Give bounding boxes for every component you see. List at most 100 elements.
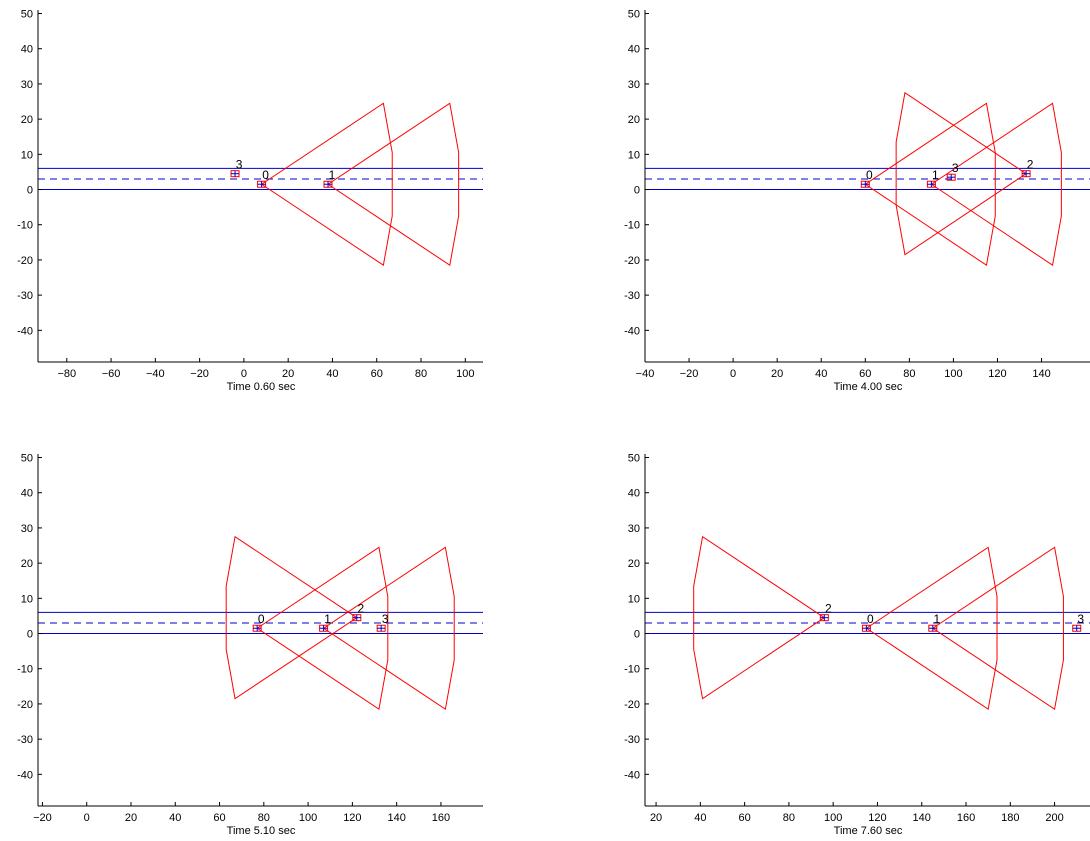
vehicle-marker: [861, 624, 871, 632]
x-axis-label: Time 5.10 sec: [227, 825, 296, 837]
y-tick-label: 20: [628, 114, 640, 126]
x-tick-label: 160: [957, 812, 975, 824]
y-tick-label: -30: [624, 734, 640, 746]
x-tick-label: −40: [146, 368, 165, 380]
vehicle-marker: [946, 173, 956, 181]
x-tick-label: −20: [33, 812, 52, 824]
vehicle-label: 3: [236, 158, 243, 172]
x-tick-label: 80: [903, 368, 915, 380]
vehicle-marker: [319, 624, 329, 632]
y-tick-label: 0: [27, 185, 33, 197]
plot-area: [645, 91, 1090, 267]
vehicle-label: 1: [329, 168, 336, 182]
vehicle-marker: [1021, 170, 1031, 178]
vehicle-marker: [926, 180, 936, 188]
y-tick-label: 50: [628, 453, 640, 465]
sensor-cone: [931, 102, 1062, 267]
vehicle-label: 3: [1077, 612, 1084, 626]
x-tick-label: 100: [824, 812, 842, 824]
sensor-cone: [895, 91, 1027, 256]
x-tick-label: −40: [636, 368, 655, 380]
y-tick-label: -20: [17, 255, 33, 267]
y-tick-label: -10: [624, 220, 640, 232]
vehicle-label: 0: [262, 168, 269, 182]
x-tick-label: 40: [694, 812, 706, 824]
x-tick-label: 100: [456, 368, 474, 380]
vehicle-label: 0: [867, 612, 874, 626]
vehicle-label: 2: [357, 602, 364, 616]
vehicle-marker: [252, 624, 262, 632]
y-tick-label: -10: [17, 220, 33, 232]
vehicle-label: 3: [952, 161, 959, 175]
y-tick-label: -40: [624, 325, 640, 337]
subplot-bottom-left: 0 1 2 3 -40 -30 -20 -10 0 10 20 30 40 50 −20 0 20 40 60 80 1…: [17, 453, 483, 837]
vehicle-label: 2: [825, 602, 832, 616]
x-tick-label: 120: [343, 812, 361, 824]
x-tick-label: 140: [1032, 368, 1050, 380]
y-tick-label: 30: [628, 523, 640, 535]
y-tick-label: 10: [628, 149, 640, 161]
sensor-cone: [932, 546, 1064, 711]
y-tick-label: -40: [17, 325, 33, 337]
y-tick-label: -10: [17, 664, 33, 676]
x-tick-label: 80: [258, 812, 270, 824]
x-axis-label: Time 7.60 sec: [834, 825, 903, 837]
x-tick-label: −80: [57, 368, 76, 380]
y-tick-label: 50: [21, 453, 33, 465]
x-tick-label: 60: [739, 812, 751, 824]
y-tick-label: 20: [21, 114, 33, 126]
x-tick-label: 160: [432, 812, 450, 824]
x-tick-label: 100: [944, 368, 962, 380]
x-tick-label: 60: [859, 368, 871, 380]
x-tick-label: 20: [650, 812, 662, 824]
vehicle-marker: [230, 170, 240, 178]
y-tick-label: 10: [628, 593, 640, 605]
y-tick-label: 10: [21, 593, 33, 605]
x-tick-label: 120: [988, 368, 1006, 380]
y-tick-label: -30: [17, 734, 33, 746]
x-tick-label: 140: [387, 812, 405, 824]
vehicle-marker: [352, 614, 362, 622]
sensor-cone: [866, 546, 998, 711]
y-tick-label: -30: [624, 290, 640, 302]
y-tick-label: 0: [634, 629, 640, 641]
sensor-cone: [225, 535, 358, 700]
y-tick-label: -30: [17, 290, 33, 302]
y-tick-label: -20: [624, 255, 640, 267]
vehicle-label: 3: [382, 612, 389, 626]
y-tick-label: 40: [21, 44, 33, 56]
y-tick-label: 0: [27, 629, 33, 641]
x-tick-label: 60: [213, 812, 225, 824]
x-tick-label: 20: [771, 368, 783, 380]
y-tick-label: -10: [624, 664, 640, 676]
sensor-cone: [256, 546, 389, 711]
vehicle-marker: [376, 624, 386, 632]
sensor-cone: [693, 535, 825, 700]
y-tick-label: 30: [628, 79, 640, 91]
x-tick-label: −20: [190, 368, 209, 380]
y-tick-label: 10: [21, 149, 33, 161]
vehicle-label: 1: [932, 168, 939, 182]
vehicle-label: 0: [258, 612, 265, 626]
y-tick-label: 20: [21, 558, 33, 570]
vehicle-marker: [928, 624, 938, 632]
y-tick-label: 40: [628, 44, 640, 56]
x-tick-label: 0: [241, 368, 247, 380]
x-axis-label: Time 4.00 sec: [834, 381, 903, 393]
x-tick-label: −20: [680, 368, 699, 380]
sensor-cone: [327, 102, 460, 267]
vehicle-marker: [860, 180, 870, 188]
x-tick-label: 20: [282, 368, 294, 380]
sensor-cone: [865, 102, 996, 267]
y-tick-label: 40: [628, 488, 640, 500]
x-tick-label: 0: [84, 812, 90, 824]
vehicle-marker: [257, 180, 267, 188]
y-tick-label: 20: [628, 558, 640, 570]
sensor-cone: [323, 546, 455, 711]
y-tick-label: -20: [17, 699, 33, 711]
vehicle-label: 1: [933, 612, 940, 626]
x-tick-label: 120: [868, 812, 886, 824]
x-tick-label: 0: [730, 368, 736, 380]
x-tick-label: 80: [783, 812, 795, 824]
